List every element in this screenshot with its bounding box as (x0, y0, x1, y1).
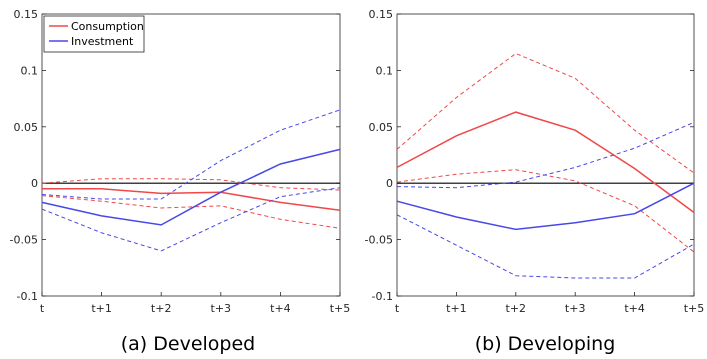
x-tick-label: t (395, 302, 400, 315)
y-tick-label: 0.05 (14, 121, 39, 134)
series-line-ci-band-2 (41, 195, 341, 229)
x-tick-label: t+4 (624, 302, 645, 315)
x-tick-label: t+2 (506, 302, 527, 315)
series-line-consumption (396, 111, 695, 214)
y-tick-label: -0.05 (365, 234, 393, 247)
x-tick-label: t+1 (91, 302, 112, 315)
x-tick-label: t+4 (270, 302, 291, 315)
x-tick-label: t+5 (684, 302, 705, 315)
y-tick-label: 0.1 (376, 64, 394, 77)
legend-box (43, 15, 145, 53)
series-line-ci-band-1 (396, 52, 695, 174)
legend: Consumption Investment (43, 15, 145, 53)
x-tick-label: t+2 (151, 302, 172, 315)
x-tick-label: t+3 (565, 302, 586, 315)
y-tick-label: -0.1 (17, 290, 38, 303)
series-line-consumption (42, 188, 341, 212)
axes-box (41, 13, 341, 297)
x-tick-label: t+5 (330, 302, 351, 315)
y-tick-label: 0.15 (14, 8, 39, 21)
series-line-investment (396, 182, 695, 231)
chart-panel-1: 0.15 0.1 0.05 0 -0.05 -0.1t t+1 t+2 t+3 t+4 t+5 (a)… (10, 8, 351, 355)
series-line-ci-band-5 (41, 187, 341, 252)
y-tick-label: -0.1 (372, 290, 393, 303)
x-tick-label: t (40, 302, 45, 315)
series-line-ci-band-4 (41, 109, 341, 200)
series-line-ci-band-2 (396, 169, 695, 253)
chart-panel-2: 0.15 0.1 0.05 0 -0.05 -0.1t t+1 t+2 t+3 t+4 t+5 (b)… (365, 8, 705, 355)
y-tick-label: 0 (386, 177, 393, 190)
panel-caption: (a) Developed (121, 333, 255, 355)
y-tick-label: -0.05 (10, 234, 38, 247)
y-tick-label: 0.1 (21, 64, 39, 77)
panel-caption: (b) Developing (475, 333, 616, 355)
legend-label: Investment (71, 35, 134, 48)
x-tick-label: t+3 (211, 302, 232, 315)
legend-label: Consumption (71, 20, 144, 33)
series-line-investment (41, 148, 341, 226)
y-tick-label: 0 (31, 177, 38, 190)
series-line-ci-band-4 (396, 121, 695, 189)
y-tick-label: 0.05 (369, 121, 394, 134)
x-tick-label: t+1 (446, 302, 467, 315)
series-line-ci-band-5 (396, 214, 695, 279)
axes-box (396, 13, 695, 297)
y-tick-label: 0.15 (369, 8, 394, 21)
